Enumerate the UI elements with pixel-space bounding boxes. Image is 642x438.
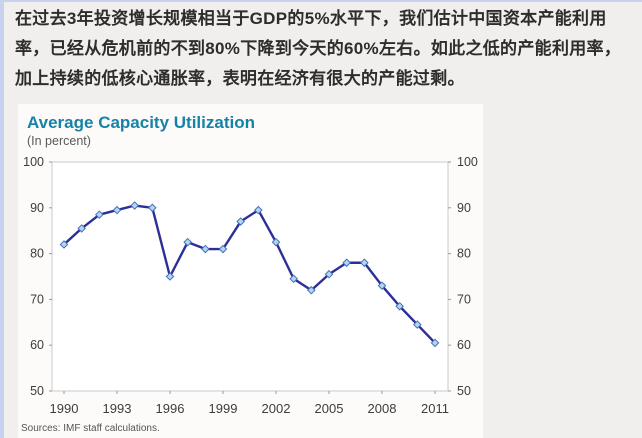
data-line xyxy=(62,204,437,345)
data-point-marker xyxy=(307,285,316,295)
data-point-marker xyxy=(201,244,210,254)
data-point-marker xyxy=(236,217,245,226)
y-axis-label-left: 80 xyxy=(30,247,44,261)
x-axis-label: 2008 xyxy=(368,401,397,416)
data-point-marker xyxy=(360,258,369,268)
x-axis-label: 2011 xyxy=(421,401,449,416)
data-point-marker xyxy=(342,258,351,268)
data-point-marker xyxy=(271,237,281,247)
y-axis-label-right: 80 xyxy=(457,247,471,261)
y-axis-label-right: 50 xyxy=(457,384,471,398)
y-axis-label-right: 100 xyxy=(457,156,478,169)
data-point-marker xyxy=(112,205,122,215)
data-point-marker xyxy=(165,272,175,281)
x-axis-label: 1999 xyxy=(209,401,238,416)
data-point-marker xyxy=(289,274,298,284)
data-point-marker xyxy=(130,201,139,210)
y-axis-label-left: 100 xyxy=(23,156,44,169)
x-axis-label: 1990 xyxy=(50,401,79,416)
chart-subtitle: (In percent) xyxy=(27,134,91,148)
data-point-marker xyxy=(148,203,157,213)
x-axis-label: 1993 xyxy=(103,401,132,416)
y-axis-label-left: 50 xyxy=(30,384,44,398)
data-point-marker xyxy=(95,210,104,219)
x-axis-label: 2005 xyxy=(315,401,344,416)
data-point-marker xyxy=(395,301,404,311)
data-point-marker xyxy=(77,224,86,233)
plot-area xyxy=(51,161,449,392)
y-axis-label-left: 60 xyxy=(30,338,44,352)
data-point-marker xyxy=(59,240,69,249)
line-chart: 50 50 60 60 70 70 80 80 90 90 100 100 1990 1993 1996 19… xyxy=(23,156,478,416)
data-point-marker xyxy=(377,281,387,290)
data-point-marker xyxy=(183,237,192,247)
data-point-marker xyxy=(254,205,263,215)
y-axis-label-left: 70 xyxy=(30,292,44,306)
capacity-utilization-chart-panel: Average Capacity Utilization (In percent… xyxy=(18,104,483,438)
data-point-marker xyxy=(218,244,228,254)
data-point-marker xyxy=(324,269,334,279)
y-axis-label-right: 70 xyxy=(457,292,471,306)
data-point-marker xyxy=(430,338,440,348)
x-axis-label: 1996 xyxy=(156,401,185,416)
chart-title: Average Capacity Utilization xyxy=(27,113,255,132)
data-point-marker xyxy=(413,320,422,329)
x-axis-label: 2002 xyxy=(262,401,291,416)
y-axis-label-right: 90 xyxy=(457,201,471,215)
chart-source-note: Sources: IMF staff calculations. xyxy=(21,423,160,434)
left-border-stripe xyxy=(0,0,4,438)
intro-paragraph: 在过去3年投资增长规模相当于GDP的5%水平下，我们估计中国资本产能利用率，已经… xyxy=(15,9,622,88)
y-axis-label-right: 60 xyxy=(457,338,471,352)
y-axis-label-left: 90 xyxy=(30,201,44,215)
top-border-line xyxy=(0,0,642,2)
